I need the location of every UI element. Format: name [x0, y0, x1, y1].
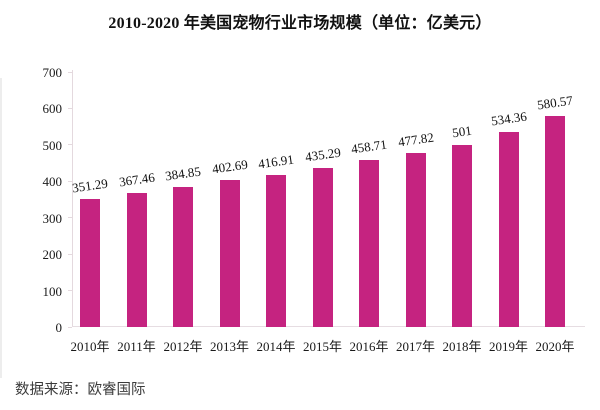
- bar-2013年: [219, 180, 240, 327]
- x-axis-label: 2014年: [256, 339, 296, 354]
- y-tick-mark: [68, 107, 72, 109]
- x-axis-label: 2020年: [535, 339, 575, 354]
- y-tick-label: 200: [42, 247, 63, 263]
- bar-2014年: [266, 175, 286, 327]
- y-tick-label: 700: [42, 65, 63, 80]
- y-tick-mark: [68, 290, 72, 292]
- y-tick-mark: [68, 326, 72, 328]
- page-edge-line: [0, 78, 2, 378]
- bar-value-label: 580.57: [536, 92, 574, 112]
- bar-2019年: [498, 132, 519, 327]
- x-axis-label: 2013年: [209, 339, 249, 354]
- y-tick-mark: [68, 253, 72, 255]
- source-note: 数据来源：欧睿国际: [15, 382, 146, 398]
- bar-2015年: [312, 168, 333, 327]
- bar-chart: 0 100 200 300 400 500 600 700 351.29 367.46 384.8…: [0, 65, 600, 354]
- bar-2011年: [126, 193, 147, 327]
- bar-2010年: [80, 199, 100, 327]
- bar-2017年: [405, 152, 426, 327]
- x-axis-label: 2019年: [488, 339, 528, 354]
- x-axis-label: 2015年: [302, 339, 342, 354]
- y-tick-label: 600: [42, 101, 63, 117]
- x-axis-label: 2018年: [442, 339, 482, 354]
- y-axis-line: [72, 70, 73, 327]
- bar-2018年: [452, 144, 472, 327]
- y-tick-label: 300: [42, 210, 63, 226]
- x-axis-label: 2017年: [395, 339, 435, 354]
- x-axis-label: 2010年: [70, 339, 110, 354]
- y-tick-label: 0: [55, 320, 63, 335]
- y-tick-mark: [68, 217, 72, 219]
- bar-2012年: [173, 186, 193, 327]
- bar-2016年: [359, 159, 379, 327]
- y-tick-label: 500: [42, 137, 63, 153]
- y-tick-mark: [68, 144, 72, 146]
- y-tick-mark: [68, 71, 72, 73]
- bar-2020年: [545, 115, 565, 327]
- y-tick-mark: [68, 180, 72, 182]
- y-tick-label: 100: [42, 283, 63, 299]
- chart-title: 2010-2020 年美国宠物行业市场规模（单位：亿美元）: [108, 15, 492, 32]
- x-axis-label: 2012年: [163, 339, 203, 354]
- x-axis-label: 2016年: [349, 339, 389, 354]
- y-tick-label: 400: [42, 174, 63, 190]
- x-axis-label: 2011年: [117, 339, 156, 354]
